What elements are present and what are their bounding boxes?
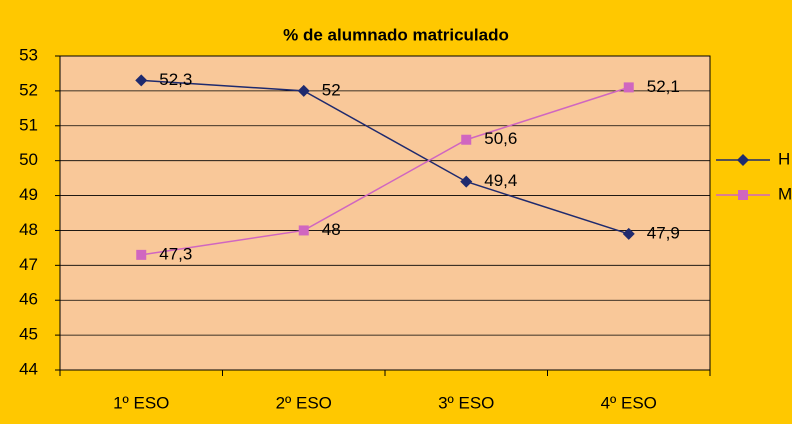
data-label: 52,3 [159, 70, 192, 89]
data-label: 47,3 [159, 244, 192, 263]
marker [135, 74, 148, 87]
y-tick-label: 44 [19, 359, 38, 378]
marker [136, 249, 147, 260]
data-label: 49,4 [484, 171, 517, 190]
legend-marker [737, 154, 749, 166]
y-tick-label: 50 [19, 150, 38, 169]
y-tick-label: 45 [19, 325, 38, 344]
data-label: 47,9 [647, 223, 680, 242]
marker [623, 82, 634, 93]
series-line [141, 86, 629, 256]
data-label: 48 [322, 220, 341, 239]
data-label: 50,6 [484, 129, 517, 148]
plot-area [59, 55, 711, 371]
x-tick-label: 3º ESO [438, 393, 494, 412]
marker [460, 175, 473, 188]
y-tick-label: 51 [19, 115, 38, 134]
series-line [141, 79, 629, 235]
y-tick-label: 47 [19, 255, 38, 274]
marker [461, 134, 472, 145]
x-tick-label: 2º ESO [276, 393, 332, 412]
marker [297, 84, 310, 97]
x-tick-label: 4º ESO [601, 393, 657, 412]
marker [298, 225, 309, 236]
y-tick-label: 48 [19, 220, 38, 239]
x-tick-label: 1º ESO [113, 393, 169, 412]
chart-title: % de alumnado matriculado [283, 25, 509, 44]
y-tick-label: 52 [19, 80, 38, 99]
legend-label: H [778, 149, 790, 168]
y-tick-label: 49 [19, 185, 38, 204]
marker [622, 227, 635, 240]
y-tick-label: 46 [19, 290, 38, 309]
y-tick-label: 53 [19, 45, 38, 64]
data-label: 52,1 [647, 77, 680, 96]
data-label: 52 [322, 80, 341, 99]
legend-label: M [778, 184, 792, 203]
legend-marker [738, 190, 748, 200]
